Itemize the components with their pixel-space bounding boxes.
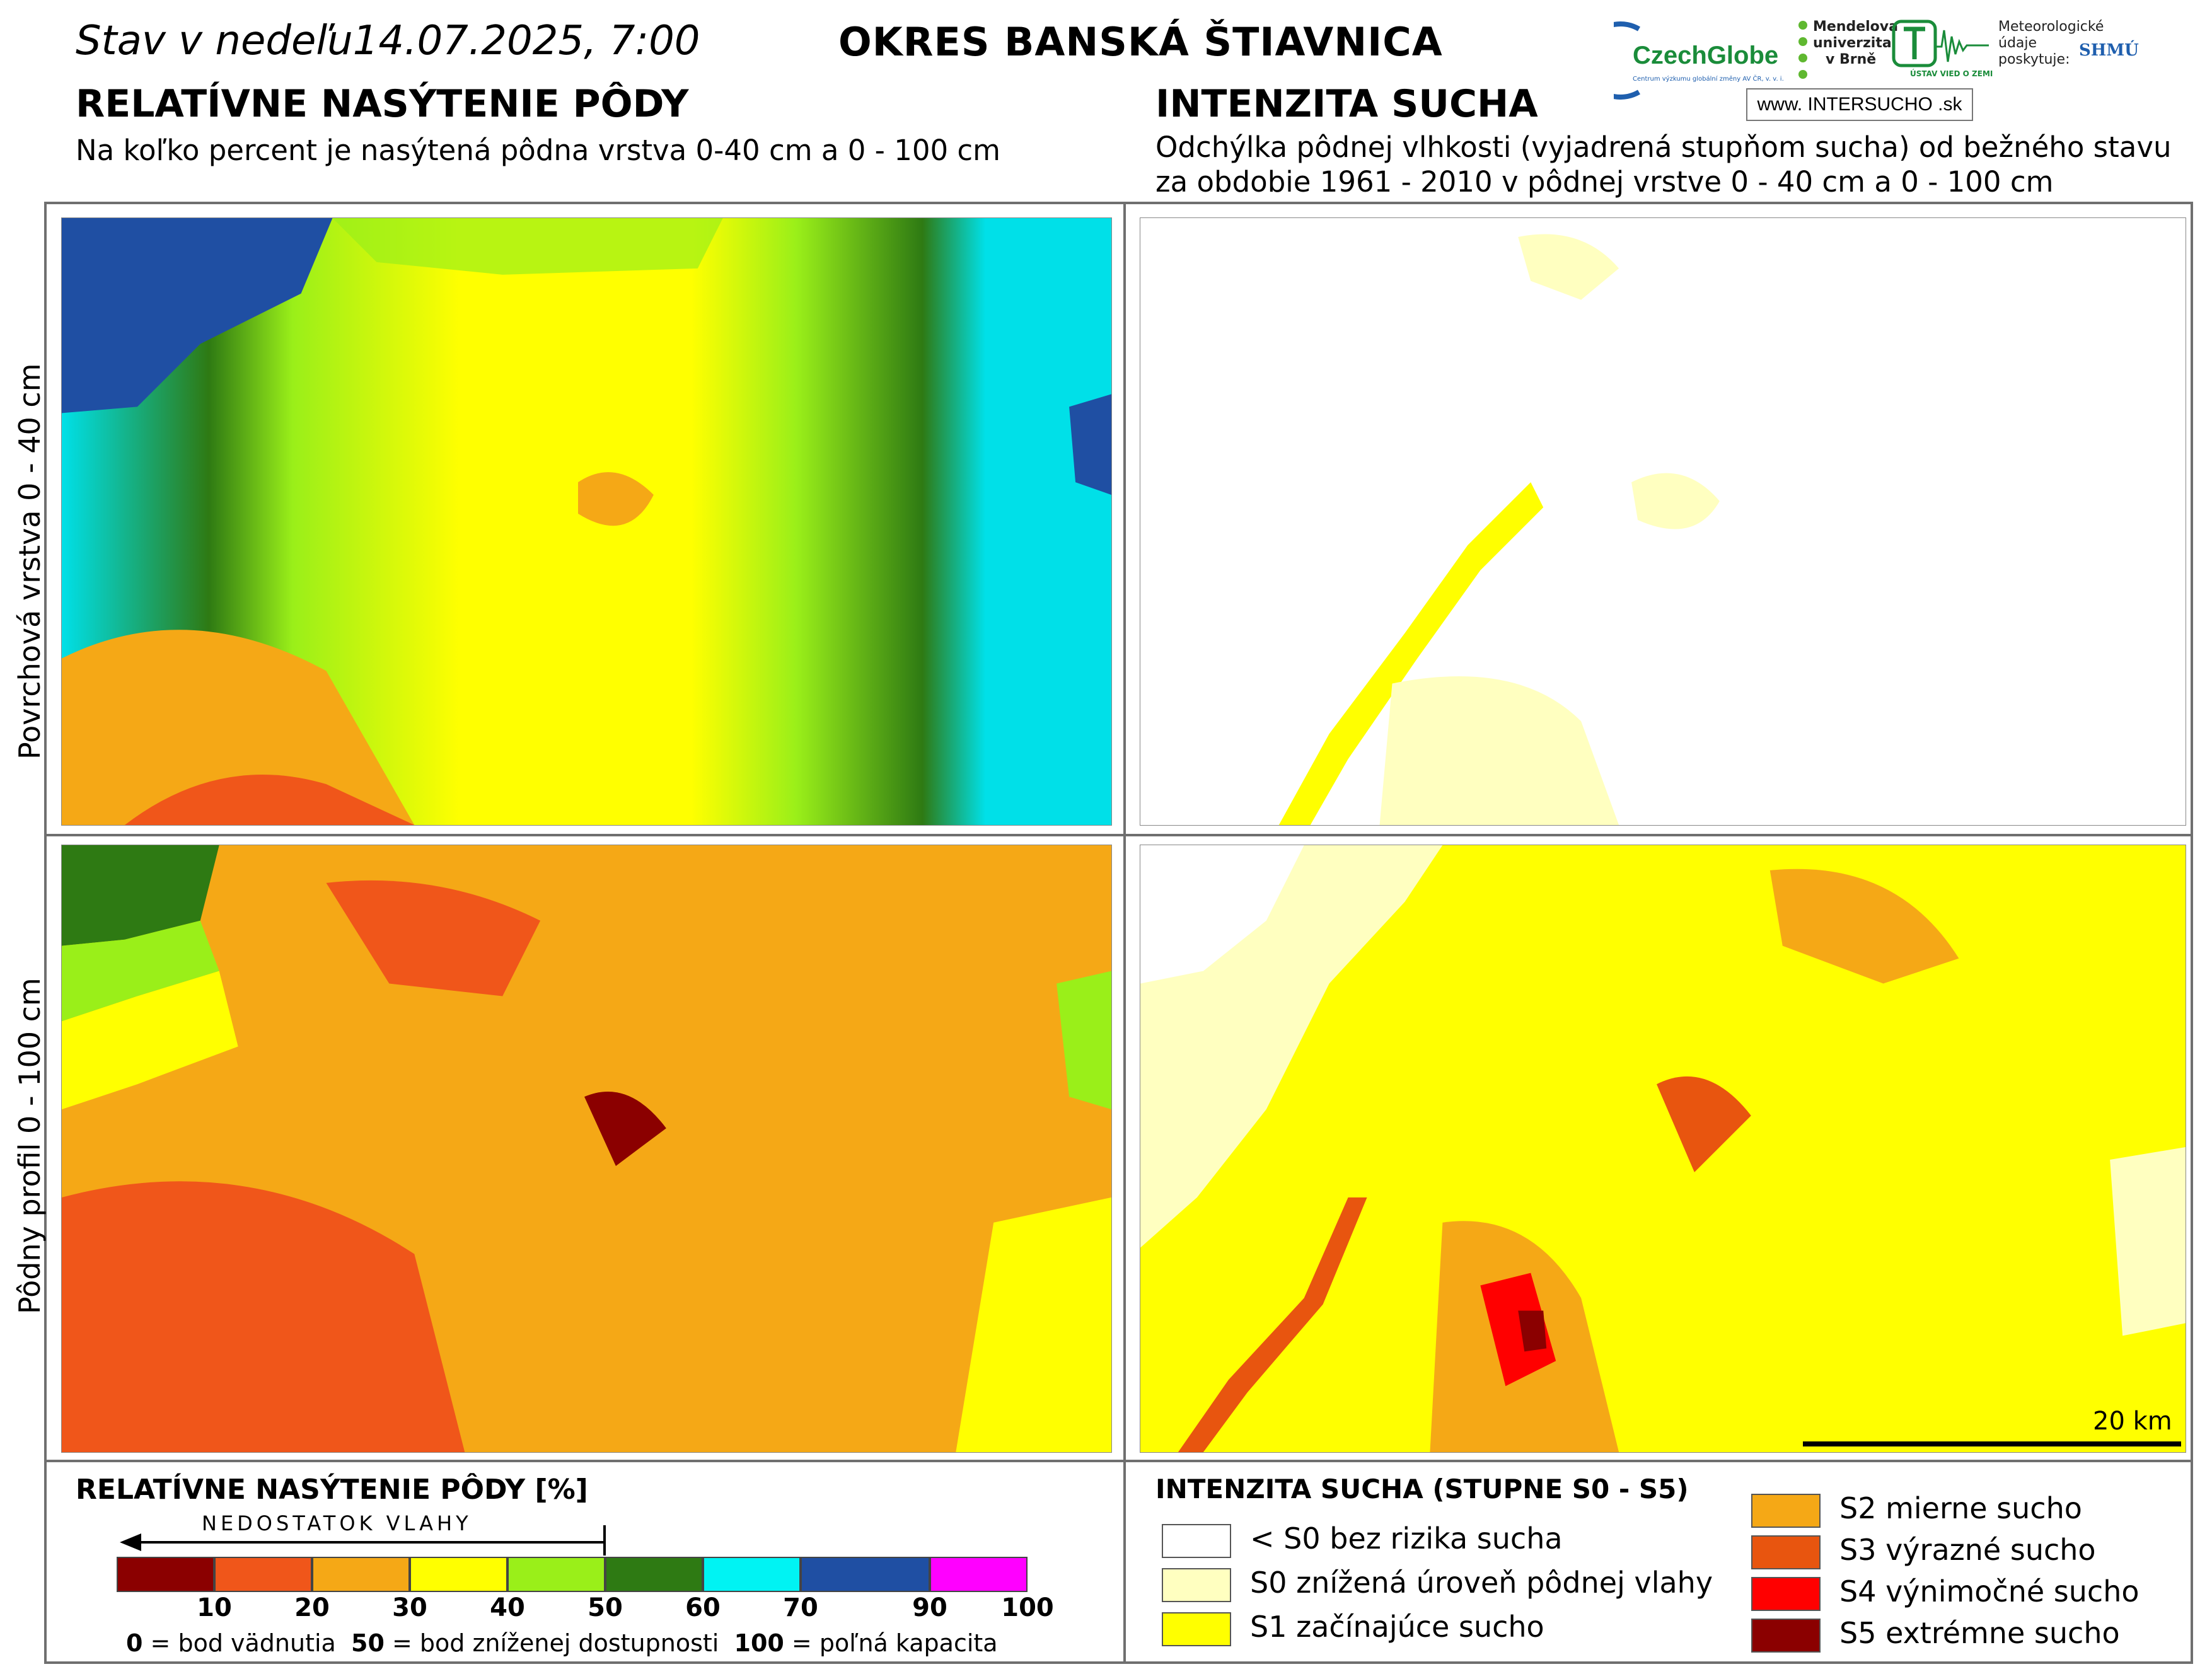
drought-legend-title: INTENZITA SUCHA (STUPNE S0 - S5) [1155,1474,1689,1504]
drought-legend-swatch [1751,1494,1821,1528]
colorbar-tick-label: 50 [588,1593,623,1622]
mendel-logo: Mendelova univerzita v Brně [1795,18,1898,93]
mendel-line1: Mendelova [1813,19,1898,35]
shmu-line2: údaje [1998,35,2037,51]
shmu-line1: Meteorologické [1998,19,2104,35]
colorbar-tick-label: 20 [294,1593,330,1622]
colorbar-tick-label: 40 [490,1593,525,1622]
colorbar-tick-label: 60 [685,1593,721,1622]
drought-legend-label: S5 extrémne sucho [1839,1616,2120,1650]
partner-logos: CzechGlobe Centrum výzkumu globální změn… [1614,11,2181,125]
colorbar-segment [801,1557,930,1592]
panel-divider-vertical [1123,202,1126,1664]
scale-bar [1803,1441,2181,1446]
saturation-subtitle: Na koľko percent je nasýtená pôdna vrstv… [76,134,1000,167]
footnote-50-value: 50 [351,1629,385,1657]
czechglobe-word: CzechGlobe [1633,42,1779,69]
footnote-0-value: 0 [126,1629,143,1657]
drought-legend-label: S0 znížená úroveň pôdnej vlahy [1250,1566,1713,1600]
legend-divider [44,1460,2193,1462]
drought-title: INTENZITA SUCHA [1155,82,1538,126]
drought-legend-label: S2 mierne sucho [1839,1491,2082,1525]
footnote-100-value: 100 [734,1629,784,1657]
drought-subtitle-line1: Odchýlka pôdnej vlhkosti (vyjadrená stup… [1155,130,2172,164]
colorbar-segment [605,1557,703,1592]
drought-legend-swatch [1751,1535,1821,1569]
row-label-topsoil: Povrchová vrstva 0 - 40 cm [13,363,47,759]
drought-legend-label: S3 výrazné sucho [1839,1533,2096,1567]
colorbar-tick-label: 70 [783,1593,818,1622]
map-saturation-profile [61,845,1112,1453]
ustav-caption: ÚSTAV VIED O ZEMI [1910,69,1993,78]
drought-subtitle-line2: za obdobie 1961 - 2010 v pôdnej vrstve 0… [1155,165,2054,199]
saturation-title: RELATÍVNE NASÝTENIE PÔDY [76,82,689,126]
colorbar-segment [312,1557,410,1592]
colorbar-tick-label: 100 [1001,1593,1054,1622]
colorbar-segment [117,1557,214,1592]
deficit-arrow-icon [120,1533,141,1551]
intersucho-link[interactable]: www. INTERSUCHO .sk [1746,88,1973,121]
drought-legend-swatch [1751,1619,1821,1653]
mendel-line3: v Brně [1826,52,1877,67]
saturation-footnote: 0 = bod vädnutia 50 = bod zníženej dostu… [126,1629,998,1657]
footnote-50-text: = bod zníženej dostupnosti [384,1629,719,1657]
colorbar-segment [703,1557,801,1592]
colorbar-segment [507,1557,605,1592]
drought-legend-swatch [1162,1568,1231,1602]
drought-legend-label: < S0 bez rizika sucha [1250,1521,1563,1556]
czechglobe-logo: CzechGlobe Centrum výzkumu globální změn… [1614,18,1790,100]
drought-legend-swatch [1162,1524,1231,1558]
drought-legend-swatch [1162,1612,1231,1646]
nedostatok-vlahy-label: NEDOSTATOK VLAHY [202,1511,472,1535]
map-drought-topsoil [1140,217,2186,826]
colorbar-tick-label: 90 [912,1593,947,1622]
shmu-mark: SHMÚ [2079,41,2139,60]
colorbar-tick-label: 30 [392,1593,427,1622]
shmu-line3: poskytuje: [1998,52,2070,67]
czechglobe-caption: Centrum výzkumu globální změny AV ČR, v.… [1633,76,1784,83]
deficit-arrow-tick [603,1525,606,1556]
mendel-line2: univerzita [1813,35,1892,51]
saturation-legend-title: RELATÍVNE NASÝTENIE PÔDY [%] [76,1474,588,1506]
report-date: Stav v nedeľu14.07.2025, 7:00 [76,18,700,64]
shmu-logo: Meteorologické údaje poskytuje: SHMÚ [1998,18,2139,93]
map-frame [44,202,2193,1664]
drought-legend-label: S4 výnimočné sucho [1839,1574,2140,1608]
footnote-0-text: = bod vädnutia [142,1629,336,1657]
ustav-vied-o-zemi-logo: ÚSTAV VIED O ZEMI [1891,18,1993,93]
map-saturation-topsoil [61,217,1112,826]
drought-legend-swatch [1751,1577,1821,1611]
panel-divider-horizontal [44,834,2193,836]
colorbar-segment [214,1557,312,1592]
district-title: OKRES BANSKÁ ŠTIAVNICA [838,19,1443,65]
scale-label: 20 km [2093,1407,2172,1436]
colorbar-segment [930,1557,1028,1592]
colorbar-segment [410,1557,507,1592]
footnote-100-text: = poľná kapacita [784,1629,998,1657]
colorbar-tick-label: 10 [197,1593,232,1622]
row-label-profile: Pôdny profil 0 - 100 cm [13,978,47,1314]
drought-legend-label: S1 začínajúce sucho [1250,1610,1544,1644]
deficit-arrow-line [126,1541,605,1544]
map-drought-profile [1140,845,2186,1453]
